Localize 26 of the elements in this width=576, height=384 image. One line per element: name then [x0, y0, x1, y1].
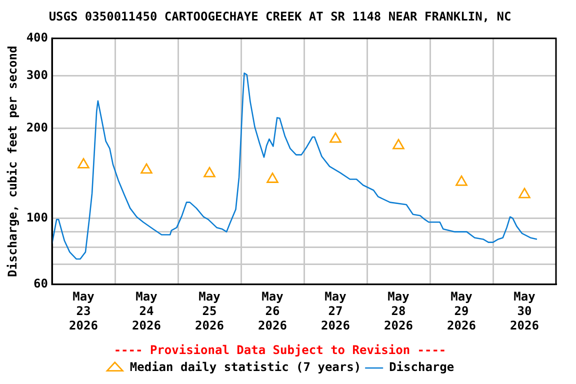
y-tick-label: 400: [26, 30, 48, 45]
point: [266, 172, 278, 183]
y-tick-label: 60: [34, 276, 48, 291]
point: [140, 163, 152, 174]
chart-title: USGS 0350011450 CARTOOGECHAYE CREEK AT SR 1148 NEAR FRANKLIN, NC: [48, 9, 512, 24]
y-tick-label: 300: [26, 68, 48, 82]
x-tick-label: May 27 2026: [321, 290, 350, 333]
y-axis-title: Discharge, cubic feet per second: [5, 46, 20, 277]
legend-label: Median daily statistic (7 years): [130, 360, 362, 374]
point: [330, 132, 342, 143]
x-tick-label: May 25 2026: [195, 290, 224, 333]
y-tick-label: 100: [26, 210, 48, 224]
point: [456, 175, 468, 186]
x-tick-label: May 26 2026: [258, 290, 287, 333]
point: [518, 188, 530, 198]
point: [78, 158, 90, 168]
x-tick-label: May 29 2026: [447, 290, 476, 333]
point: [392, 138, 404, 150]
legend-label: Discharge: [389, 360, 454, 374]
x-tick-label: May 23 2026: [69, 290, 98, 333]
point: [204, 166, 216, 178]
text: ---- Provisional Data Subject to Revision ----: [114, 342, 446, 357]
y-tick-label: 200: [26, 120, 48, 134]
x-tick-label: May 30 2026: [510, 290, 539, 333]
x-tick-label: May 28 2026: [384, 290, 413, 333]
x-tick-label: May 24 2026: [132, 290, 161, 333]
